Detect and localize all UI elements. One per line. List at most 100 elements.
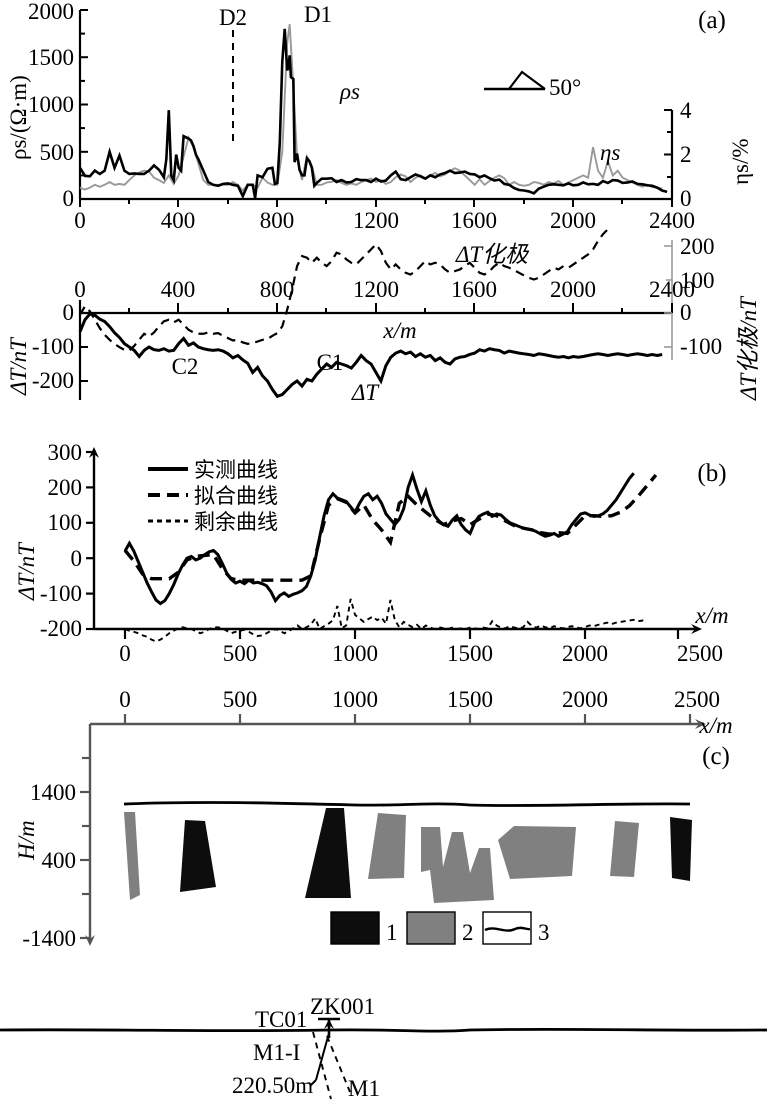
panel-b-ytick-300: 300 — [48, 440, 83, 465]
panel-a-xtick-0: 0 — [74, 208, 86, 233]
panel-a-dip-legend-label: 50° — [549, 75, 581, 100]
panel-d-borehole-detail: TC01 ZK001 M1-I 220.50m M1 — [0, 994, 767, 1101]
panel-c-y-ticks — [80, 756, 90, 940]
panel-d-vein-label-2: M1 — [348, 1076, 380, 1101]
panel-mid-xtick-800: 800 — [260, 277, 295, 302]
panel-d-vein-label-1: M1-I — [253, 1040, 300, 1065]
panel-b: -200 -100 0 100 200 300 ΔT/nT 0 500 1000… — [14, 440, 729, 666]
panel-c-legend-swatch-2 — [406, 911, 456, 945]
panel-b-residual-curve — [124, 598, 648, 643]
panel-mid-y2tick-200: 200 — [680, 234, 715, 259]
panel-b-fitted-curve — [123, 473, 658, 582]
panel-d-surface-line — [0, 1027, 767, 1033]
panel-a-xtick-2000: 2000 — [550, 208, 596, 233]
panel-a-ytick-1500: 1500 — [28, 45, 74, 70]
panel-mid-dt-curve — [78, 312, 663, 399]
panel-a-xtick-1600: 1600 — [451, 208, 497, 233]
panel-c-legend-label-3: 3 — [538, 920, 550, 945]
panel-b-x-ticks — [123, 629, 680, 639]
panel-a-y-ticks — [80, 9, 88, 200]
panel-b-ytick-m200: -200 — [40, 616, 82, 641]
panel-c-xtick-1000: 1000 — [332, 687, 378, 712]
panel-d-vein-m1i — [312, 1031, 332, 1100]
panel-c-xtick-0: 0 — [119, 687, 131, 712]
panel-a-id: (a) — [698, 7, 726, 34]
panel-mid-ytick-m100: -100 — [32, 334, 74, 359]
panel-a-x-ticks — [79, 199, 673, 207]
panel-mid-y2tick-100: 100 — [680, 268, 715, 293]
panel-b-ytick-200: 200 — [48, 475, 83, 500]
panel-b-legend-item-1: 拟合曲线 — [194, 484, 278, 508]
panel-a-ytick-500: 500 — [40, 140, 75, 165]
panel-a-d2-label: D2 — [219, 5, 247, 30]
panel-b-xtick-1000: 1000 — [332, 641, 378, 666]
panel-mid-y2tick-0: 0 — [680, 300, 692, 325]
panel-a-y-axis-label: ρs/(Ω·m) — [6, 75, 31, 160]
panel-mid-dt-series-label: ΔT — [351, 380, 380, 405]
panel-c-body-grey-2 — [368, 813, 406, 879]
panel-c-legend-swatch-1 — [330, 911, 380, 945]
panel-c-xtick-500: 500 — [223, 687, 258, 712]
panel-mid-y-axis-label: ΔT/nT — [6, 336, 31, 396]
panel-b-legend: 实测曲线 拟合曲线 剩余曲线 — [148, 458, 278, 534]
panel-d-vein-m1 — [326, 1035, 351, 1093]
panel-mid-ytick-0: 0 — [63, 300, 75, 325]
panel-c: 0 500 1000 1500 2000 2500 x/m 1400 400 -… — [14, 687, 733, 951]
panel-d-borehole-label: ZK001 — [310, 994, 375, 1019]
panel-b-legend-item-2: 剩余曲线 — [194, 510, 278, 534]
panel-d-trench-label: TC01 — [255, 1007, 307, 1032]
panel-c-ytick-1400: 1400 — [30, 780, 76, 805]
panel-a-y2-axis-label: ηs/% — [728, 138, 753, 185]
panel-mid-xtick-2000: 2000 — [550, 277, 596, 302]
panel-mid-c2-label: C2 — [172, 354, 199, 379]
panel-c-xtick-2000: 2000 — [562, 687, 608, 712]
panel-c-ytick-m1400: -1400 — [22, 926, 76, 951]
panel-b-xtick-500: 500 — [223, 641, 258, 666]
panel-c-xtick-2500: 2500 — [674, 687, 720, 712]
panel-c-y-axis-label: H/m — [14, 820, 39, 861]
panel-c-legend: 1 2 3 — [330, 911, 550, 945]
panel-c-x-axis-arrow — [695, 719, 706, 729]
panel-b-xtick-1500: 1500 — [447, 641, 493, 666]
panel-b-measured-curve — [123, 470, 635, 606]
panel-c-body-black-3 — [670, 817, 692, 881]
panel-b-ytick-m100: -100 — [40, 581, 82, 606]
panel-a-y2-ticks — [664, 109, 672, 200]
panel-c-xtick-1500: 1500 — [447, 687, 493, 712]
panel-mid-x-ticks — [79, 303, 673, 313]
panel-d-borehole-symbol — [309, 1017, 340, 1087]
panel-b-id: (b) — [697, 460, 726, 487]
panel-mid-y2tick-m100: -100 — [680, 334, 722, 359]
panel-c-x-axis-label: x/m — [698, 713, 732, 738]
panel-b-y-ticks — [86, 450, 94, 631]
panel-a-d1-label: D1 — [304, 2, 332, 27]
panel-a-rho-series-label: ρs — [339, 79, 360, 104]
panel-c-body-grey-1 — [124, 812, 140, 900]
panel-mid-rtp-series-label: ΔT化极 — [455, 242, 530, 267]
panel-mid-xtick-1600: 1600 — [451, 277, 497, 302]
panel-c-body-black-1 — [180, 820, 216, 892]
panel-a-y2tick-0: 0 — [680, 186, 692, 211]
panel-a-rho-curve — [78, 28, 668, 200]
panel-c-body-grey-3 — [421, 827, 494, 903]
panel-mid-ytick-m200: -200 — [32, 368, 74, 393]
panel-b-ytick-0: 0 — [71, 546, 83, 571]
panel-mid: 0 400 800 1200 1600 2000 2400 x/m 0 -100… — [6, 228, 761, 405]
panel-b-xtick-0: 0 — [119, 641, 131, 666]
panel-b-xtick-2500: 2500 — [677, 641, 723, 666]
panel-c-ytick-400: 400 — [42, 848, 77, 873]
panel-mid-xtick-400: 400 — [161, 277, 196, 302]
panel-b-xtick-2000: 2000 — [562, 641, 608, 666]
panel-b-x-axis-label: x/m — [694, 603, 728, 628]
panel-mid-x-axis-label: x/m — [382, 318, 416, 343]
panel-a-dip-legend: 50° — [484, 70, 581, 100]
panel-c-legend-label-2: 2 — [462, 920, 474, 945]
panel-a-ytick-1000: 1000 — [28, 92, 74, 117]
panel-mid-y2-ticks — [664, 245, 672, 348]
panel-c-body-black-2 — [305, 808, 351, 898]
panel-c-x-ticks — [123, 714, 692, 724]
panel-mid-xtick-0: 0 — [74, 277, 86, 302]
panel-c-legend-swatch-3-curve — [484, 926, 531, 932]
